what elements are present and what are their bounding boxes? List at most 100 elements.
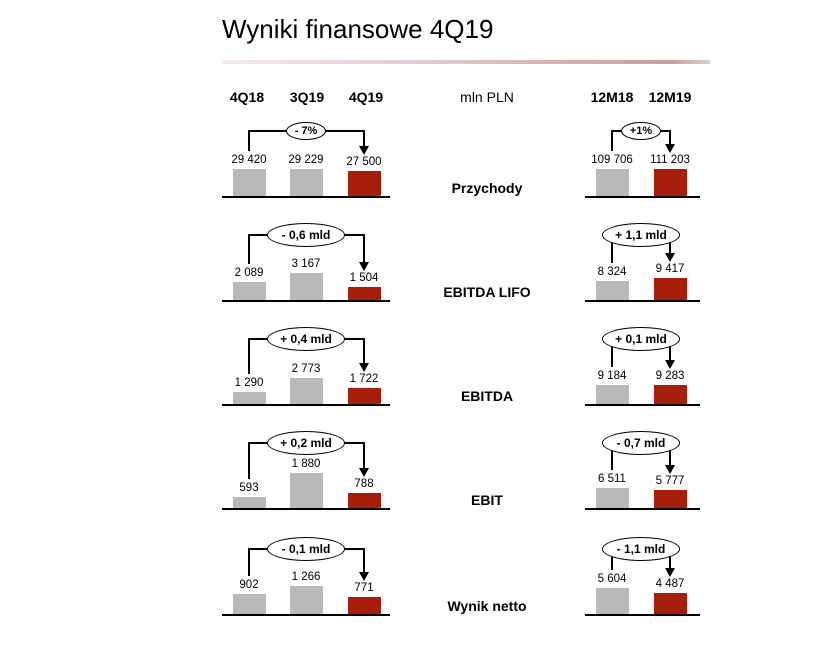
bar-value-label: 3 167 bbox=[291, 258, 321, 270]
bracket-tick bbox=[248, 130, 250, 151]
bar bbox=[232, 169, 266, 196]
unit-label: mln PLN bbox=[460, 89, 514, 105]
bar-highlight bbox=[653, 278, 687, 300]
bar-value-label: 9 283 bbox=[655, 370, 685, 382]
bracket-tick bbox=[611, 130, 613, 151]
arrow-down-icon bbox=[665, 253, 675, 262]
bar bbox=[595, 488, 629, 508]
bar bbox=[289, 378, 323, 404]
title-accent-line bbox=[222, 60, 710, 64]
column-header-4q19: 4Q19 bbox=[348, 89, 384, 105]
arrow-down-icon bbox=[665, 360, 675, 369]
bar bbox=[232, 392, 266, 404]
change-bubble: - 0,1 mld bbox=[267, 537, 345, 561]
bar-value-label: 9 184 bbox=[597, 370, 627, 382]
bar bbox=[289, 273, 323, 300]
bar-value-label: 1 880 bbox=[291, 458, 321, 470]
bar-value-label: 1 290 bbox=[234, 377, 264, 389]
bar-value-label: 5 604 bbox=[597, 573, 627, 585]
quarterly-chart-przychody: 29 420 29 229 27 500 - 7% bbox=[222, 98, 390, 198]
arrow-down-icon bbox=[359, 146, 369, 155]
chart-baseline bbox=[585, 300, 700, 302]
bar-value-label: 771 bbox=[354, 582, 374, 594]
arrow-line bbox=[669, 338, 671, 361]
bar-value-label: 1 266 bbox=[291, 571, 321, 583]
bar-value-label: 2 773 bbox=[291, 363, 321, 375]
bar bbox=[595, 169, 629, 196]
bar-value-label: 5 777 bbox=[655, 475, 685, 487]
bar-highlight bbox=[347, 287, 381, 300]
bracket-tick bbox=[248, 442, 250, 479]
bar-value-label: 27 500 bbox=[346, 156, 382, 168]
annual-chart-ebit: 6 511 5 777 - 0,7 mld bbox=[585, 410, 700, 510]
chart-baseline bbox=[585, 508, 700, 510]
bar bbox=[289, 473, 323, 508]
arrow-down-icon bbox=[359, 262, 369, 271]
arrow-line bbox=[669, 548, 671, 569]
bar-value-label: 1 722 bbox=[349, 373, 379, 385]
arrow-line bbox=[363, 130, 365, 147]
bar bbox=[232, 282, 266, 300]
quarterly-chart-ebitda: 1 290 2 773 1 722 + 0,4 mld bbox=[222, 306, 390, 406]
bar-highlight bbox=[347, 597, 381, 614]
annual-chart-wynik-netto: 5 604 4 487 - 1,1 mld bbox=[585, 516, 700, 616]
arrow-down-icon bbox=[359, 572, 369, 581]
annual-chart-przychody: 109 706 111 203 +1% bbox=[585, 98, 700, 198]
bar-value-label: 8 324 bbox=[597, 266, 627, 278]
metric-label-wynik-netto: Wynik netto bbox=[447, 598, 527, 614]
bar bbox=[289, 169, 323, 196]
bar-value-label: 111 203 bbox=[650, 154, 690, 166]
bar bbox=[232, 497, 266, 508]
annual-chart-ebitda-lifo: 8 324 9 417 + 1,1 mld bbox=[585, 202, 700, 302]
change-bubble: + 1,1 mld bbox=[602, 223, 680, 247]
bracket-tick bbox=[248, 234, 250, 264]
arrow-down-icon bbox=[665, 465, 675, 474]
change-bubble: + 0,2 mld bbox=[267, 431, 345, 455]
bar bbox=[595, 281, 629, 300]
arrow-down-icon bbox=[665, 568, 675, 577]
bar-value-label: 4 487 bbox=[655, 578, 685, 590]
bar bbox=[232, 594, 266, 614]
chart-baseline bbox=[585, 196, 700, 198]
bar-value-label: 593 bbox=[239, 482, 259, 494]
bracket-tick bbox=[611, 548, 613, 570]
quarterly-chart-ebit: 593 1 880 788 + 0,2 mld bbox=[222, 410, 390, 510]
bracket-tick bbox=[248, 338, 250, 374]
change-bubble: - 0,6 mld bbox=[267, 223, 345, 247]
change-bubble: - 0,7 mld bbox=[602, 431, 680, 455]
chart-baseline bbox=[222, 508, 390, 510]
bracket-tick bbox=[611, 442, 613, 470]
bracket-tick bbox=[611, 234, 613, 263]
arrow-line bbox=[363, 338, 365, 364]
chart-baseline bbox=[222, 300, 390, 302]
change-bubble: - 1,1 mld bbox=[602, 537, 680, 561]
bracket-tick bbox=[611, 338, 613, 367]
bar-value-label: 29 229 bbox=[288, 154, 324, 166]
bar-highlight bbox=[347, 493, 381, 508]
page-title: Wyniki finansowe 4Q19 bbox=[222, 14, 494, 44]
arrow-down-icon bbox=[359, 363, 369, 372]
bar-highlight bbox=[653, 490, 687, 508]
bar-value-label: 6 511 bbox=[598, 473, 626, 485]
column-header-3q19: 3Q19 bbox=[289, 89, 325, 105]
bracket-tick bbox=[248, 548, 250, 576]
annual-chart-ebitda: 9 184 9 283 + 0,1 mld bbox=[585, 306, 700, 406]
bar-highlight bbox=[653, 385, 687, 404]
arrow-line bbox=[669, 442, 671, 466]
arrow-line bbox=[363, 234, 365, 263]
bar-value-label: 109 706 bbox=[591, 154, 633, 166]
quarterly-chart-wynik-netto: 902 1 266 771 - 0,1 mld bbox=[222, 516, 390, 616]
chart-baseline bbox=[585, 614, 700, 616]
bar-value-label: 1 504 bbox=[349, 272, 379, 284]
bar-highlight bbox=[347, 171, 381, 196]
column-header-4q18: 4Q18 bbox=[229, 89, 265, 105]
quarterly-chart-ebitda-lifo: 2 089 3 167 1 504 - 0,6 mld bbox=[222, 202, 390, 302]
arrow-line bbox=[363, 442, 365, 469]
metric-label-ebit: EBIT bbox=[471, 492, 503, 508]
metric-label-ebitda: EBITDA bbox=[460, 388, 514, 404]
bar-value-label: 29 420 bbox=[231, 154, 267, 166]
bar bbox=[595, 588, 629, 614]
column-header-12m18: 12M18 bbox=[590, 89, 634, 105]
change-bubble: + 0,1 mld bbox=[602, 327, 680, 351]
